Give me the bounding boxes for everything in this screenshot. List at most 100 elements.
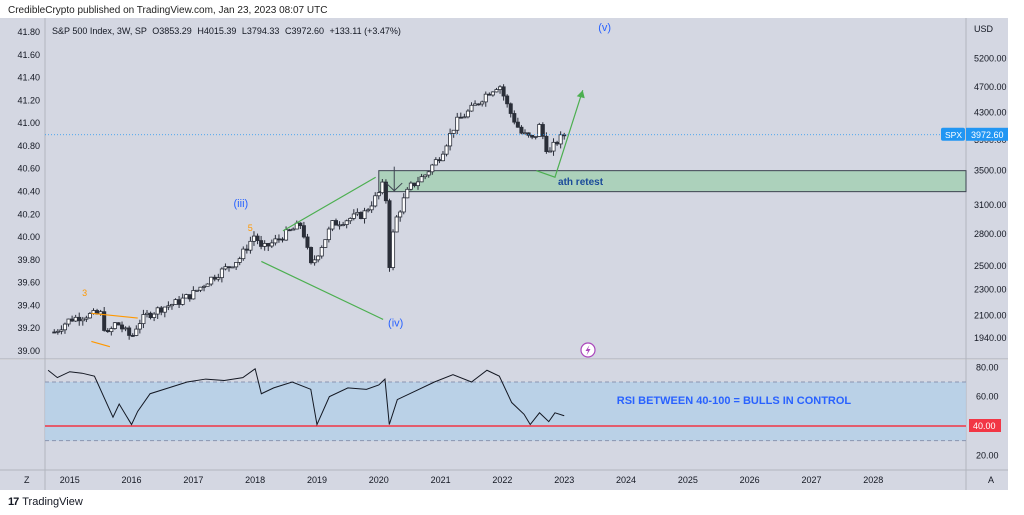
- candle-body: [105, 330, 110, 333]
- x-axis-tick: 2016: [122, 475, 142, 485]
- candle-body: [259, 240, 264, 247]
- candle-body: [433, 159, 438, 166]
- wedge-lower-line[interactable]: [261, 260, 384, 320]
- candle-body: [127, 327, 132, 336]
- candle-body: [423, 174, 428, 178]
- support-zone[interactable]: [378, 170, 967, 193]
- candle-body: [483, 93, 488, 103]
- minor-3-label: 3: [82, 288, 87, 298]
- x-axis-tick: 2023: [554, 475, 574, 485]
- candle-body: [358, 211, 363, 219]
- candle-body: [273, 238, 278, 244]
- candle-body: [134, 328, 139, 336]
- open-value: 3853.29: [159, 26, 192, 36]
- left-axis-tick: 39.60: [17, 278, 40, 288]
- candle-body: [87, 313, 92, 319]
- candle-body: [251, 235, 256, 242]
- symbol-info: S&P 500 Index, 3W, SP O3853.29 H4015.39 …: [52, 26, 401, 36]
- auto-scale-button[interactable]: A: [988, 475, 994, 485]
- candle-body: [141, 314, 146, 325]
- lightning-icon[interactable]: [580, 342, 596, 358]
- left-axis-tick: 40.20: [17, 209, 40, 219]
- zoom-z-button[interactable]: Z: [24, 475, 30, 485]
- candle-body: [55, 330, 60, 333]
- candle-body: [498, 86, 503, 90]
- candle-body: [416, 181, 421, 187]
- candle-body: [419, 176, 424, 183]
- candle-body: [162, 306, 167, 313]
- candle-body: [458, 116, 463, 119]
- candle-body: [120, 324, 125, 330]
- right-axis-tick: 1940.00: [974, 333, 1007, 343]
- candle-body: [494, 89, 499, 93]
- candle-body: [152, 313, 157, 318]
- candle-body: [177, 299, 182, 305]
- rsi-axis-tick: 80.00: [976, 362, 999, 372]
- candle-body: [351, 213, 356, 219]
- spx-symbol-tag[interactable]: SPX: [941, 127, 965, 141]
- candle-body: [276, 238, 281, 241]
- candle-body: [116, 322, 121, 326]
- candle-body: [362, 210, 367, 219]
- candle-body: [369, 205, 374, 211]
- chart-svg: 41.80 41.60 41.40 41.20 41.00 40.80 40.60 40.40…: [0, 18, 1008, 490]
- candle-body: [52, 331, 57, 334]
- candle-body: [70, 318, 75, 322]
- publisher-line: CredibleCrypto published on TradingView.…: [8, 5, 328, 16]
- candles-group: [52, 84, 567, 340]
- candle-body: [512, 113, 517, 123]
- wave-v-label: (v): [598, 22, 611, 34]
- x-axis-tick: 2027: [801, 475, 821, 485]
- low-label: L: [242, 26, 247, 36]
- candle-body: [155, 307, 160, 315]
- minor-channel-upper: [91, 312, 138, 319]
- candle-body: [547, 150, 552, 153]
- candle-body: [80, 318, 85, 322]
- right-axis-tick: 3500.00: [974, 166, 1007, 176]
- candle-body: [312, 259, 317, 264]
- candle-body: [405, 188, 410, 199]
- candle-body: [440, 153, 445, 162]
- last-price-text: 3972.60: [971, 130, 1004, 140]
- footer-brand[interactable]: TradingView: [22, 496, 83, 508]
- chart-frame: 41.80 41.60 41.40 41.20 41.00 40.80 40.60 40.40…: [0, 18, 1008, 490]
- rsi-40-tag-text: 40.00: [973, 421, 996, 431]
- footer: 17 TradingView: [8, 496, 83, 508]
- candle-body: [180, 297, 185, 305]
- candle-body: [501, 86, 506, 97]
- candle-body: [530, 134, 535, 138]
- candle-body: [301, 225, 306, 238]
- tradingview-logo-icon[interactable]: 17: [8, 496, 19, 508]
- x-axis-tick: 2017: [183, 475, 203, 485]
- candle-body: [227, 266, 232, 269]
- left-axis-tick: 40.60: [17, 164, 40, 174]
- candle-body: [291, 228, 296, 231]
- candle-body: [269, 242, 274, 247]
- candle-body: [465, 110, 470, 118]
- candle-body: [526, 132, 531, 136]
- left-axis-tick: 41.60: [17, 50, 40, 60]
- candle-body: [394, 216, 399, 233]
- last-price-tag: 3972.60: [966, 127, 1008, 141]
- spx-tag-text: SPX: [945, 130, 962, 140]
- candle-body: [519, 126, 524, 134]
- candle-body: [237, 258, 242, 263]
- rsi-axis-tick: 60.00: [976, 392, 999, 402]
- candle-body: [244, 248, 249, 251]
- rsi-line: [47, 367, 565, 427]
- right-axis-tick: 2800.00: [974, 229, 1007, 239]
- candle-body: [148, 312, 153, 318]
- projection-path[interactable]: [536, 90, 584, 178]
- candle-body: [383, 181, 388, 202]
- candle-body: [437, 159, 442, 162]
- candle-body: [159, 307, 164, 313]
- candle-body: [112, 322, 117, 329]
- candle-body: [333, 220, 338, 226]
- wedge-upper-line[interactable]: [282, 176, 376, 232]
- left-axis: 41.80 41.60 41.40 41.20 41.00 40.80 40.60 40.40…: [17, 27, 40, 356]
- candle-body: [234, 262, 239, 268]
- svg-text:S&P 500 Index, 3W, SP: S&P 500 Index, 3W, SP O3853.29 H4015.39 …: [52, 26, 401, 36]
- left-axis-tick: 41.20: [17, 95, 40, 105]
- candle-body: [544, 135, 549, 153]
- x-axis-tick: 2015: [60, 475, 80, 485]
